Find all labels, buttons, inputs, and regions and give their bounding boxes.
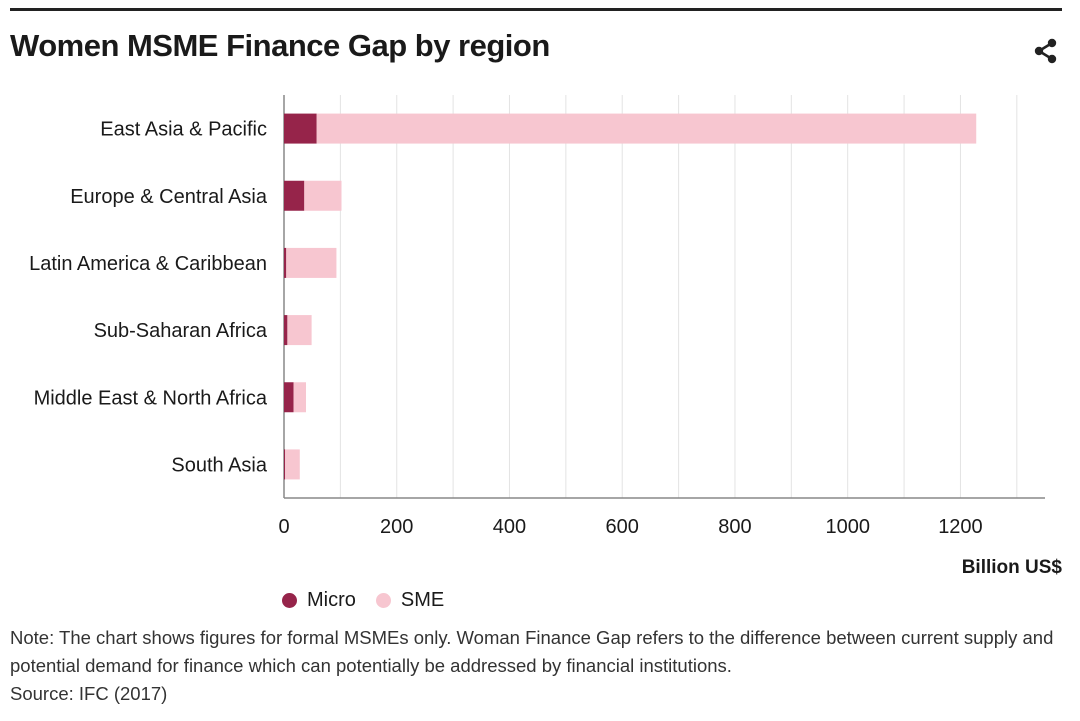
x-tick-label-800: 800 — [718, 516, 751, 538]
chart-title: Women MSME Finance Gap by region — [10, 28, 550, 63]
bar-sme-east-asia-and-pacific[interactable] — [316, 113, 977, 144]
chart-source: Source: IFC (2017) — [10, 683, 168, 704]
x-tick-label-400: 400 — [493, 516, 526, 538]
top-rule — [10, 8, 1062, 11]
legend-label-micro: Micro — [307, 589, 356, 611]
bar-sme-latin-america-and-caribbean[interactable] — [286, 247, 337, 278]
bar-micro-east-asia-and-pacific[interactable] — [284, 113, 317, 144]
legend-item-sme[interactable]: SME — [375, 589, 445, 612]
x-axis-label: Billion US$ — [961, 557, 1062, 578]
x-tick-label-200: 200 — [380, 516, 413, 538]
x-tick-label-0: 0 — [278, 516, 289, 538]
category-label-europe-and-central-asia: Europe & Central Asia — [70, 186, 268, 208]
x-tick-label-600: 600 — [606, 516, 639, 538]
category-label-latin-america-and-caribbean: Latin America & Caribbean — [29, 253, 267, 275]
bar-sme-south-asia[interactable] — [285, 449, 300, 480]
legend-swatch-sme — [375, 593, 391, 608]
bar-sme-middle-east-and-north-africa[interactable] — [293, 382, 306, 413]
bar-micro-sub-saharan-africa[interactable] — [284, 315, 288, 346]
category-label-sub-saharan-africa: Sub-Saharan Africa — [94, 320, 268, 342]
x-tick-label-1200: 1200 — [938, 516, 983, 538]
legend: Micro SME — [282, 589, 464, 612]
x-tick-label-1000: 1000 — [825, 516, 870, 538]
bar-micro-latin-america-and-caribbean[interactable] — [284, 247, 287, 278]
share-icon[interactable] — [1030, 36, 1060, 66]
bar-micro-europe-and-central-asia[interactable] — [284, 180, 305, 211]
bar-micro-middle-east-and-north-africa[interactable] — [284, 382, 294, 413]
bar-micro-south-asia[interactable] — [284, 449, 286, 480]
bar-chart: 0 200 400 600 800 1000 1200 East Asia & Pacific… — [29, 95, 1045, 538]
category-label-south-asia: South Asia — [171, 454, 268, 476]
bar-sme-sub-saharan-africa[interactable] — [287, 315, 312, 346]
bar-sme-europe-and-central-asia[interactable] — [304, 180, 342, 211]
category-label-east-asia-and-pacific: East Asia & Pacific — [100, 119, 267, 141]
chart-note: Note: The chart shows figures for formal… — [10, 627, 1054, 676]
legend-item-micro[interactable]: Micro — [282, 589, 356, 612]
category-label-middle-east-and-north-africa: Middle East & North Africa — [34, 387, 268, 409]
legend-swatch-micro — [282, 593, 297, 608]
legend-label-sme: SME — [400, 589, 445, 611]
